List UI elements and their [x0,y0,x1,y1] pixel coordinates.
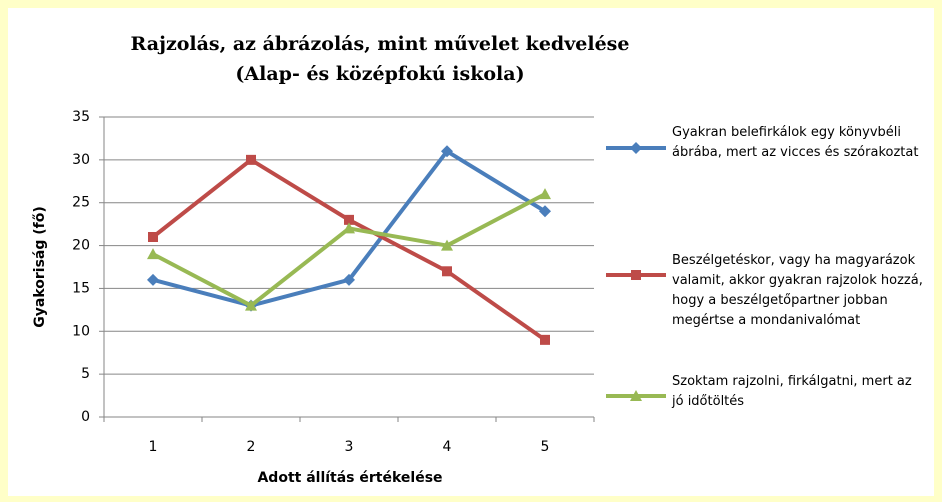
series-line [151,157,547,342]
legend-marker [631,270,641,280]
y-tick-label: 20 [72,238,90,254]
x-tick-label: 4 [443,439,452,455]
data-point [344,214,354,225]
y-tick-label: 35 [72,109,90,125]
x-tick-label: 3 [345,439,354,455]
data-point [539,205,551,218]
data-point [246,154,256,165]
data-point [245,299,257,311]
legend-label: Gyakran belefirkálok egy könyvbéli ábráb… [672,125,919,160]
data-point [442,266,452,277]
y-tick-label: 30 [72,152,90,168]
y-tick-label: 25 [72,195,90,211]
data-point [540,334,550,345]
y-tick-label: 0 [81,409,90,425]
chart-title: Rajzolás, az ábrázolás, mint művelet ked… [131,33,630,55]
y-axis-title: Gyakoriság (fő) [32,206,48,328]
data-point [148,232,158,242]
x-tick-label: 5 [541,439,550,455]
data-point [441,145,453,158]
legend-label: Beszélgetéskor, vagy ha magyarázok valam… [672,253,923,328]
y-tick-label: 5 [81,366,90,382]
x-tick-label: 1 [149,439,158,455]
data-point [539,188,551,200]
x-tick-label: 2 [247,439,256,455]
data-point [147,248,159,260]
data-point [343,273,355,286]
y-tick-label: 10 [72,323,90,339]
data-point [147,273,159,286]
legend-label: Szoktam rajzolni, firkálgatni, mert az j… [672,374,912,409]
chart-frame: Rajzolás, az ábrázolás, mint művelet ked… [8,8,934,496]
legend-marker [630,142,642,154]
x-axis-title: Adott állítás értékelése [257,470,442,486]
data-point [343,222,355,234]
chart-subtitle: (Alap- és középfokú iskola) [235,63,524,85]
chart: Rajzolás, az ábrázolás, mint művelet ked… [32,33,666,486]
data-point [441,239,453,251]
legend-marker [630,390,642,401]
y-tick-label: 15 [72,280,90,296]
